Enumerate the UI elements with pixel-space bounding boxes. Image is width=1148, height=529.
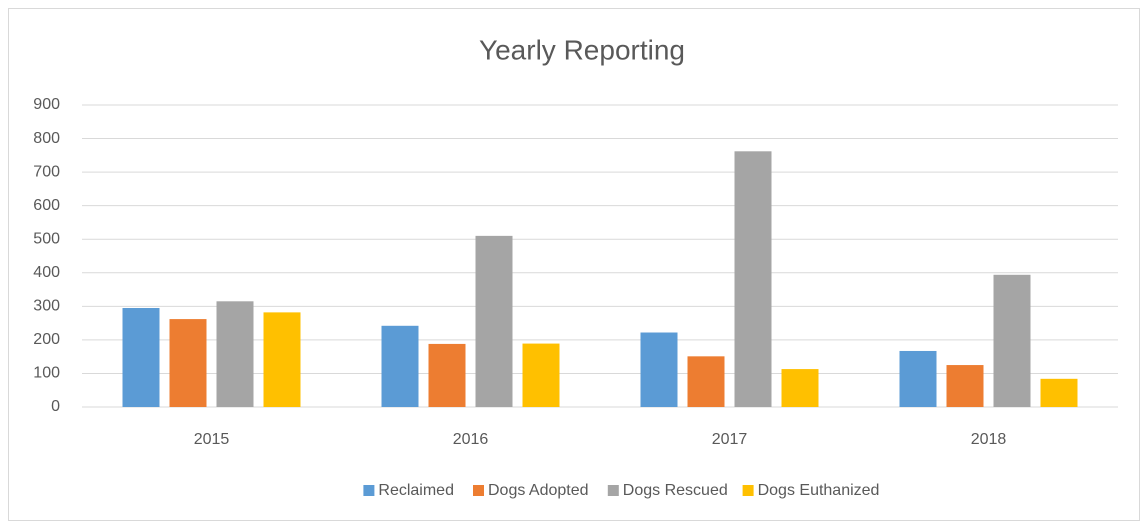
chart-title: Yearly Reporting [479,34,685,65]
y-tick-label: 200 [33,331,60,348]
y-tick-label: 600 [33,197,60,214]
legend-label: Dogs Rescued [623,482,728,499]
bar [640,332,678,407]
bar [993,274,1031,407]
bar [522,343,560,407]
legend-label: Reclaimed [378,482,454,499]
chart-border [8,8,1140,521]
bar [428,343,466,407]
y-tick-label: 100 [33,365,60,382]
bar [734,151,772,407]
x-tick-label: 2017 [712,431,748,448]
x-tick-label: 2015 [194,431,230,448]
bar [263,312,301,407]
bar [946,365,984,407]
bar [781,369,819,407]
bar [1040,378,1078,407]
bar [475,235,513,407]
legend-label: Dogs Adopted [488,482,589,499]
bar [122,308,160,407]
bar [216,301,254,407]
y-tick-label: 300 [33,298,60,315]
bar [169,319,207,407]
legend-swatch [607,485,619,496]
legend-swatch [742,485,754,496]
y-tick-label: 700 [33,163,60,180]
legend-swatch [363,485,375,496]
bar [381,325,419,407]
y-tick-label: 900 [33,96,60,113]
x-tick-label: 2016 [453,431,489,448]
bar [687,356,725,407]
legend-label: Dogs Euthanized [758,482,880,499]
y-tick-label: 400 [33,264,60,281]
y-tick-label: 0 [51,398,60,415]
y-tick-label: 800 [33,130,60,147]
x-tick-label: 2018 [971,431,1007,448]
bar [899,350,937,407]
legend-swatch [473,485,484,496]
y-tick-label: 500 [33,230,60,247]
